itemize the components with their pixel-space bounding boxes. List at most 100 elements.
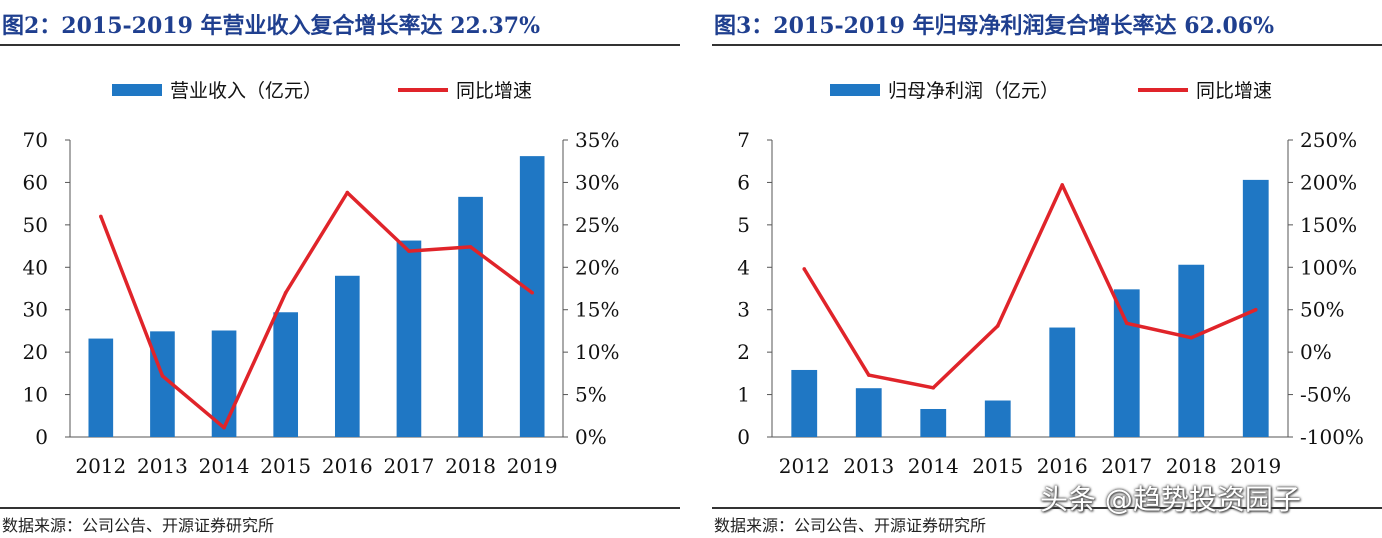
left-tick-label: 0 [737,425,750,449]
right-tick-label: -50% [1300,383,1351,407]
bar [273,312,299,437]
x-tick-label: 2012 [75,454,126,478]
legend-bar-label: 归母净利润（亿元） [888,80,1059,102]
right-tick-label: 250% [1300,128,1357,152]
legend-line-label: 同比增速 [1196,80,1272,102]
line-point [345,190,350,195]
chart-panel-net-profit: 图3：2015-2019 年归母净利润复合增长率达 62.06% 归母净利润（亿… [712,0,1382,538]
bar [334,275,360,437]
growth-line [99,190,534,430]
line-point [1060,183,1065,187]
source-note: 数据来源：公司公告、开源证券研究所 [714,516,987,535]
right-tick-label: 100% [1300,255,1357,279]
legend-bar-label: 营业收入（亿元） [170,80,322,102]
x-tick-label: 2016 [1037,454,1088,478]
watermark: 头条 @趋势投资园子 [1040,483,1301,516]
title-rule [0,44,680,46]
x-tick-label: 2013 [843,454,894,478]
left-tick-label: 1 [737,383,750,407]
line-point [802,267,807,271]
left-tick-label: 4 [737,255,750,279]
bar-series [791,179,1269,437]
growth-line [802,183,1257,390]
right-tick-label: 25% [575,213,619,237]
left-tick-label: 7 [737,128,750,152]
line-point [1124,321,1129,326]
right-tick-label: 50% [1300,298,1344,322]
x-axis: 2012 2013 2014 2015 2016 2017 2018 2019 [772,436,1288,478]
source-rule [0,507,680,509]
title-rule [712,44,1382,46]
left-tick-label: 70 [23,128,48,152]
figure-title: 图2：2015-2019 年营业收入复合增长率达 22.37% [2,13,541,39]
right-tick-label: -100% [1300,425,1364,449]
bar [1113,289,1140,437]
net-profit-chart: 归母净利润（亿元） 同比增速 0 1 2 3 4 5 6 7 -100% -50% 0% 50% 100% 1… [737,80,1364,478]
bar [519,156,545,437]
left-tick-label: 0 [35,425,48,449]
line-series [802,183,1258,390]
bar [984,400,1011,437]
left-tick-label: 40 [23,255,48,279]
left-tick-label: 20 [23,340,48,364]
left-axis: 0 1 2 3 4 5 6 7 [737,128,773,449]
line-point [931,385,936,390]
bar [1049,327,1076,437]
x-axis: 2012 2013 2014 2015 2016 2017 2018 2019 [70,436,563,478]
left-tick-label: 3 [737,298,750,322]
right-tick-label: 30% [575,170,619,194]
revenue-chart: 营业收入（亿元） 同比增速 0 10 20 30 40 50 60 70 0% 5% 10% 15% 20%… [23,80,620,478]
source-rule [712,507,1382,509]
right-tick-label: 0% [1300,340,1332,364]
legend-bar-swatch [830,84,880,96]
line-point [1253,307,1258,312]
right-tick-label: 200% [1300,170,1357,194]
left-tick-label: 5 [737,213,750,237]
right-tick-label: 20% [575,255,619,279]
line-point [530,290,534,295]
source-note: 数据来源：公司公告、开源证券研究所 [2,516,275,535]
line-point [995,324,1000,328]
x-tick-label: 2017 [383,454,434,478]
line-point [468,245,473,249]
x-tick-label: 2018 [445,454,496,478]
bar [88,338,114,437]
bar [920,408,947,437]
right-tick-label: 35% [575,128,619,152]
x-tick-label: 2015 [972,454,1023,478]
left-tick-label: 60 [23,170,48,194]
right-tick-label: 150% [1300,213,1357,237]
right-tick-label: 5% [575,383,607,407]
bar-series [88,156,545,437]
right-tick-label: 0% [575,425,607,449]
line-point [160,374,165,378]
bar [791,369,818,437]
x-tick-label: 2014 [199,454,250,478]
legend-line-label: 同比增速 [456,80,532,102]
x-tick-label: 2016 [322,454,373,478]
line-point [407,249,411,253]
line-point [99,214,103,219]
line-series [99,190,534,430]
left-tick-label: 50 [23,213,48,237]
left-tick-label: 30 [23,298,48,322]
legend: 归母净利润（亿元） 同比增速 [830,80,1272,102]
line-point [283,290,288,295]
left-tick-label: 2 [737,340,750,364]
line-point [1189,335,1194,340]
figure-title: 图3：2015-2019 年归母净利润复合增长率达 62.06% [714,13,1275,39]
chart-panel-revenue: 图2：2015-2019 年营业收入复合增长率达 22.37% 营业收入（亿元）… [0,0,680,538]
bar [1178,264,1205,437]
x-tick-label: 2013 [137,454,188,478]
x-tick-label: 2012 [779,454,830,478]
right-tick-label: 10% [575,340,619,364]
x-tick-label: 2015 [260,454,311,478]
x-tick-label: 2017 [1101,454,1152,478]
line-point [866,373,871,377]
right-axis: 0% 5% 10% 15% 20% 25% 30% 35% [562,128,619,449]
bar [458,196,483,437]
x-tick-label: 2014 [908,454,959,478]
line-point [222,425,226,430]
x-tick-label: 2019 [507,454,558,478]
left-tick-label: 10 [23,383,48,407]
